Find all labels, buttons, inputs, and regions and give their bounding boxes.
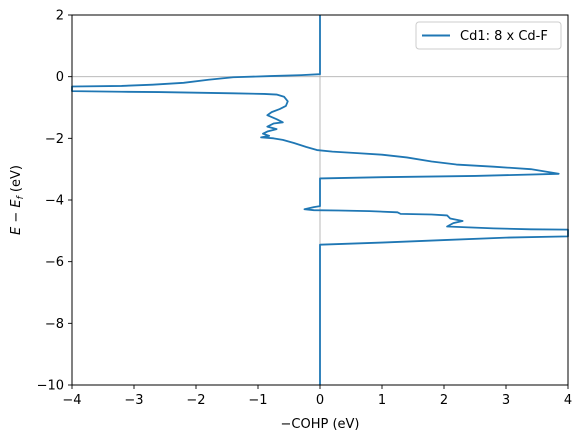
legend-label: Cd1: 8 x Cd-F (460, 29, 548, 44)
y-tick-label: −6 (45, 255, 64, 270)
y-tick-label: 0 (56, 70, 64, 85)
y-tick-label: −4 (45, 194, 64, 209)
x-axis-ticks: −4 −3 −2 −1 0 1 2 3 4 (62, 385, 572, 408)
y-axis-label-sub: f (16, 194, 26, 199)
y-axis-ticks: 2 0 −2 −4 −6 −8 −10 (37, 9, 72, 394)
x-tick-label: −4 (62, 393, 81, 408)
legend: Cd1: 8 x Cd-F (415, 21, 562, 50)
x-tick-label: −3 (124, 393, 143, 408)
x-tick-label: 0 (316, 393, 324, 408)
x-tick-label: 4 (564, 393, 572, 408)
x-axis-label: −COHP (eV) (281, 417, 360, 432)
x-tick-label: 3 (502, 393, 510, 408)
x-tick-label: −1 (248, 393, 267, 408)
y-tick-label: 2 (56, 9, 64, 24)
y-tick-label: −2 (45, 132, 64, 147)
legend-box (415, 21, 562, 50)
y-tick-label: −10 (37, 379, 64, 394)
y-tick-label: −8 (45, 317, 64, 332)
series-line-0 (71, 15, 569, 385)
y-axis-label: E − Ef (eV) (9, 165, 26, 235)
x-tick-label: 1 (378, 393, 386, 408)
x-tick-label: −2 (186, 393, 205, 408)
y-axis-label-unit: (eV) (9, 165, 24, 196)
x-tick-label: 2 (440, 393, 448, 408)
y-axis-label-main: E − E (9, 199, 24, 235)
series-layer (71, 15, 569, 385)
